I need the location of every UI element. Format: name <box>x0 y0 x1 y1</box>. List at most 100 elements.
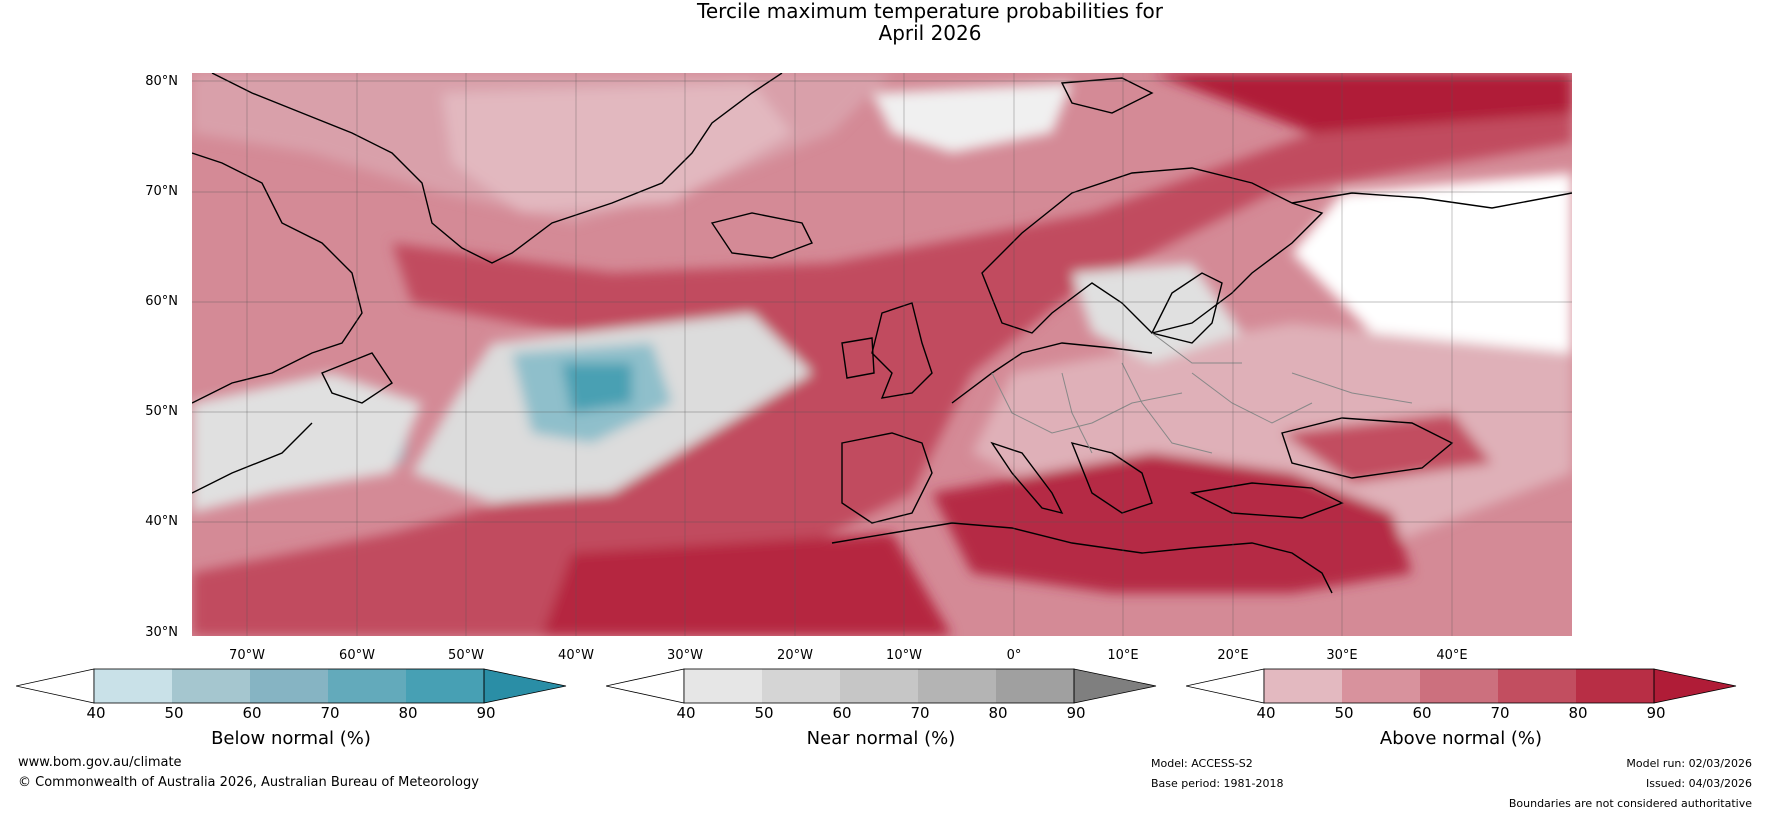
cb0-seg-5 <box>406 669 484 703</box>
lat-label-40n: 40°N <box>145 514 178 529</box>
field-blue-core <box>562 363 632 413</box>
lat-label-80n: 80°N <box>145 74 178 89</box>
lon-label-10e: 10°E <box>1107 648 1139 663</box>
colorbar-label-below: Below normal (%) <box>211 728 371 749</box>
lon-label-30w: 30°W <box>667 648 703 663</box>
lon-label-20e: 20°E <box>1217 648 1249 663</box>
field-white-polar <box>872 83 1072 153</box>
baltic-coast <box>1150 272 1223 344</box>
colorbar-near-normal <box>606 668 1157 704</box>
cb2-seg-3 <box>1420 669 1498 703</box>
lat-label-30n: 30°N <box>145 625 178 640</box>
lon-label-40e: 40°E <box>1436 648 1468 663</box>
cb1-tick-50: 50 <box>754 704 774 722</box>
cb0-tick-60: 60 <box>242 704 262 722</box>
cb2-tick-40: 40 <box>1256 704 1276 722</box>
base-period: Base period: 1981-2018 <box>1151 777 1284 790</box>
cb2-tick-50: 50 <box>1334 704 1354 722</box>
cb1-tick-40: 40 <box>676 704 696 722</box>
cb0-seg-4 <box>328 669 406 703</box>
model-run: Model run: 02/03/2026 <box>1626 757 1752 770</box>
lon-label-60w: 60°W <box>339 648 375 663</box>
lon-label-30e: 30°E <box>1326 648 1358 663</box>
balkan-coast <box>1070 441 1153 514</box>
svalbard-coast <box>1060 77 1154 114</box>
chart-title: Tercile maximum temperature probabilitie… <box>0 0 1770 44</box>
lon-label-20w: 20°W <box>777 648 813 663</box>
nova-scotia-coast <box>192 422 313 494</box>
copyright-text: © Commonwealth of Australia 2026, Austra… <box>18 775 479 790</box>
cb1-extend-low <box>606 668 685 704</box>
cb2-seg-1 <box>1264 669 1342 703</box>
newfoundland-coast <box>321 352 393 404</box>
cb0-tick-50: 50 <box>164 704 184 722</box>
field-darkest-south <box>542 533 952 636</box>
cb2-seg-2 <box>1342 669 1420 703</box>
colorbar-above-normal <box>1186 668 1737 704</box>
lat-label-50n: 50°N <box>145 404 178 419</box>
colorbar-label-near: Near normal (%) <box>806 728 956 749</box>
probability-map <box>192 73 1572 636</box>
cb2-seg-4 <box>1498 669 1576 703</box>
ireland-coast <box>841 337 875 379</box>
cb2-tick-80: 80 <box>1568 704 1588 722</box>
field-europe-grey <box>1072 263 1242 363</box>
cb1-tick-70: 70 <box>910 704 930 722</box>
italy-coast <box>990 441 1064 515</box>
cb2-extend-high <box>1653 668 1737 704</box>
cb1-seg-1 <box>684 669 762 703</box>
africa-coast <box>831 522 1333 594</box>
black-sea-coast <box>1281 417 1454 479</box>
probability-field <box>192 73 1572 636</box>
lon-label-0: 0° <box>1006 648 1022 663</box>
model-name: Model: ACCESS-S2 <box>1151 757 1253 770</box>
cb1-seg-5 <box>996 669 1074 703</box>
cb2-tick-90: 90 <box>1646 704 1666 722</box>
title-line-1: Tercile maximum temperature probabilitie… <box>697 0 1163 23</box>
website-link[interactable]: www.bom.gov.au/climate <box>18 755 182 770</box>
cb1-extend-high <box>1073 668 1157 704</box>
cb2-extend-low <box>1186 668 1265 704</box>
iceland-coast <box>710 212 813 259</box>
russia-arctic-coast <box>1291 192 1572 209</box>
field-black-sea <box>1282 413 1492 483</box>
lon-label-70w: 70°W <box>229 648 265 663</box>
cb0-tick-80: 80 <box>398 704 418 722</box>
cb1-tick-90: 90 <box>1066 704 1086 722</box>
lat-label-60n: 60°N <box>145 294 178 309</box>
lon-label-10w: 10°W <box>886 648 922 663</box>
britain-coast <box>871 302 933 399</box>
cb0-tick-70: 70 <box>320 704 340 722</box>
cb2-tick-70: 70 <box>1490 704 1510 722</box>
cb2-tick-60: 60 <box>1412 704 1432 722</box>
cb1-seg-3 <box>840 669 918 703</box>
europe-coast <box>951 342 1153 404</box>
cb0-tick-90: 90 <box>476 704 496 722</box>
lon-label-50w: 50°W <box>448 648 484 663</box>
lat-label-70n: 70°N <box>145 184 178 199</box>
scandinavia-coast <box>981 167 1324 334</box>
field-russia-white <box>1292 173 1572 353</box>
cb0-seg-3 <box>250 669 328 703</box>
lon-label-40w: 40°W <box>558 648 594 663</box>
issued-date: Issued: 04/03/2026 <box>1645 777 1752 790</box>
cb1-seg-2 <box>762 669 840 703</box>
field-light-pink-1 <box>442 83 792 213</box>
cb0-tick-40: 40 <box>86 704 106 722</box>
cb0-extend-high <box>483 668 567 704</box>
cb2-seg-5 <box>1576 669 1654 703</box>
colorbar-below-normal <box>16 668 567 704</box>
cb0-seg-2 <box>172 669 250 703</box>
iberia-coast <box>841 432 933 524</box>
field-grey-west <box>192 373 422 513</box>
cb1-tick-60: 60 <box>832 704 852 722</box>
colorbar-label-above: Above normal (%) <box>1379 728 1543 749</box>
cb0-extend-low <box>16 668 95 704</box>
field-mediterranean <box>932 453 1412 593</box>
boundaries-disclaimer: Boundaries are not considered authoritat… <box>1508 797 1752 810</box>
cb1-seg-4 <box>918 669 996 703</box>
cb1-tick-80: 80 <box>988 704 1008 722</box>
greenland-coast <box>211 73 783 264</box>
gridlines <box>192 73 1572 636</box>
cb0-seg-1 <box>94 669 172 703</box>
